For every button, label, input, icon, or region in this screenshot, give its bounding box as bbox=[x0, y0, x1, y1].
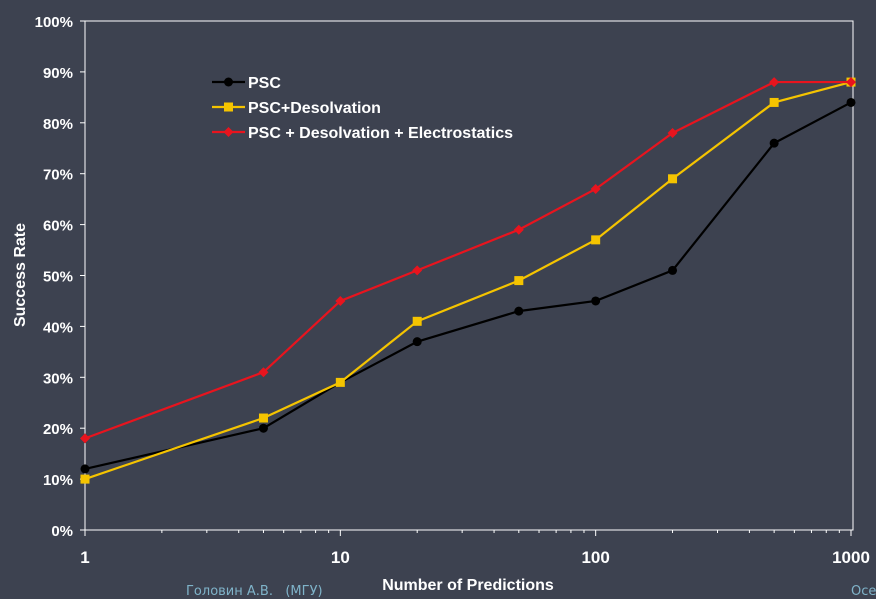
footer-author: Головин А.В. (МГУ) bbox=[186, 584, 323, 599]
data-point bbox=[668, 174, 678, 184]
legend-item: PSC bbox=[212, 75, 281, 92]
data-point bbox=[846, 97, 856, 107]
legend-marker bbox=[224, 102, 233, 112]
y-tick-label: 10% bbox=[43, 472, 73, 489]
legend-label: PSC bbox=[248, 75, 281, 92]
data-point bbox=[412, 337, 422, 347]
data-point bbox=[80, 474, 90, 484]
x-tick-label: 1000 bbox=[832, 548, 870, 567]
data-point bbox=[591, 296, 601, 306]
y-tick-label: 0% bbox=[51, 523, 73, 540]
data-point bbox=[258, 423, 268, 433]
data-point bbox=[591, 235, 601, 245]
y-tick-label: 60% bbox=[43, 218, 73, 235]
series-layer bbox=[80, 77, 856, 484]
y-tick-label: 80% bbox=[43, 116, 73, 133]
y-tick-label: 50% bbox=[43, 269, 73, 286]
data-point bbox=[513, 224, 524, 235]
series-2 bbox=[80, 77, 856, 484]
data-point bbox=[514, 276, 524, 286]
x-tick-label: 10 bbox=[331, 548, 350, 567]
y-axis-title: Success Rate bbox=[12, 223, 29, 327]
data-point bbox=[590, 183, 601, 194]
x-axis: 1 10 100 1000 bbox=[80, 530, 870, 567]
plot-area bbox=[84, 20, 854, 531]
y-axis: 0% 10% 20% 30% 40% 50% 60% 70% 80% 90% 100% bbox=[35, 14, 85, 540]
y-tick-label: 100% bbox=[35, 14, 73, 31]
data-point bbox=[258, 367, 269, 378]
legend-label: PSC + Desolvation + Electrostatics bbox=[248, 125, 513, 142]
y-tick-label: 90% bbox=[43, 65, 73, 82]
legend-marker bbox=[224, 77, 233, 87]
x-tick-label: 100 bbox=[581, 548, 609, 567]
data-point bbox=[258, 413, 268, 423]
data-point bbox=[412, 265, 423, 276]
data-point bbox=[769, 97, 779, 107]
legend-label: PSC+Desolvation bbox=[248, 100, 381, 117]
data-point bbox=[335, 295, 346, 306]
data-point bbox=[668, 265, 678, 275]
footer-right-text: Осе bbox=[851, 584, 876, 599]
legend-marker bbox=[223, 127, 234, 137]
y-tick-label: 40% bbox=[43, 319, 73, 336]
y-tick-label: 70% bbox=[43, 167, 73, 184]
data-point bbox=[667, 127, 678, 138]
legend-item: PSC + Desolvation + Electrostatics bbox=[212, 125, 513, 142]
legend: PSC PSC+Desolvation PSC + Desolvation + El… bbox=[212, 75, 513, 142]
data-point bbox=[514, 306, 524, 316]
data-point bbox=[769, 138, 779, 148]
x-axis-title: Number of Predictions bbox=[382, 577, 554, 594]
data-point bbox=[412, 316, 422, 326]
x-tick-label: 1 bbox=[80, 548, 89, 567]
y-tick-label: 30% bbox=[43, 370, 73, 387]
legend-item: PSC+Desolvation bbox=[212, 100, 381, 117]
series-3 bbox=[80, 77, 856, 444]
y-tick-label: 20% bbox=[43, 421, 73, 438]
data-point bbox=[80, 464, 90, 474]
data-point bbox=[769, 77, 780, 88]
data-point bbox=[846, 77, 856, 88]
data-point bbox=[335, 377, 345, 387]
data-point bbox=[80, 433, 90, 444]
